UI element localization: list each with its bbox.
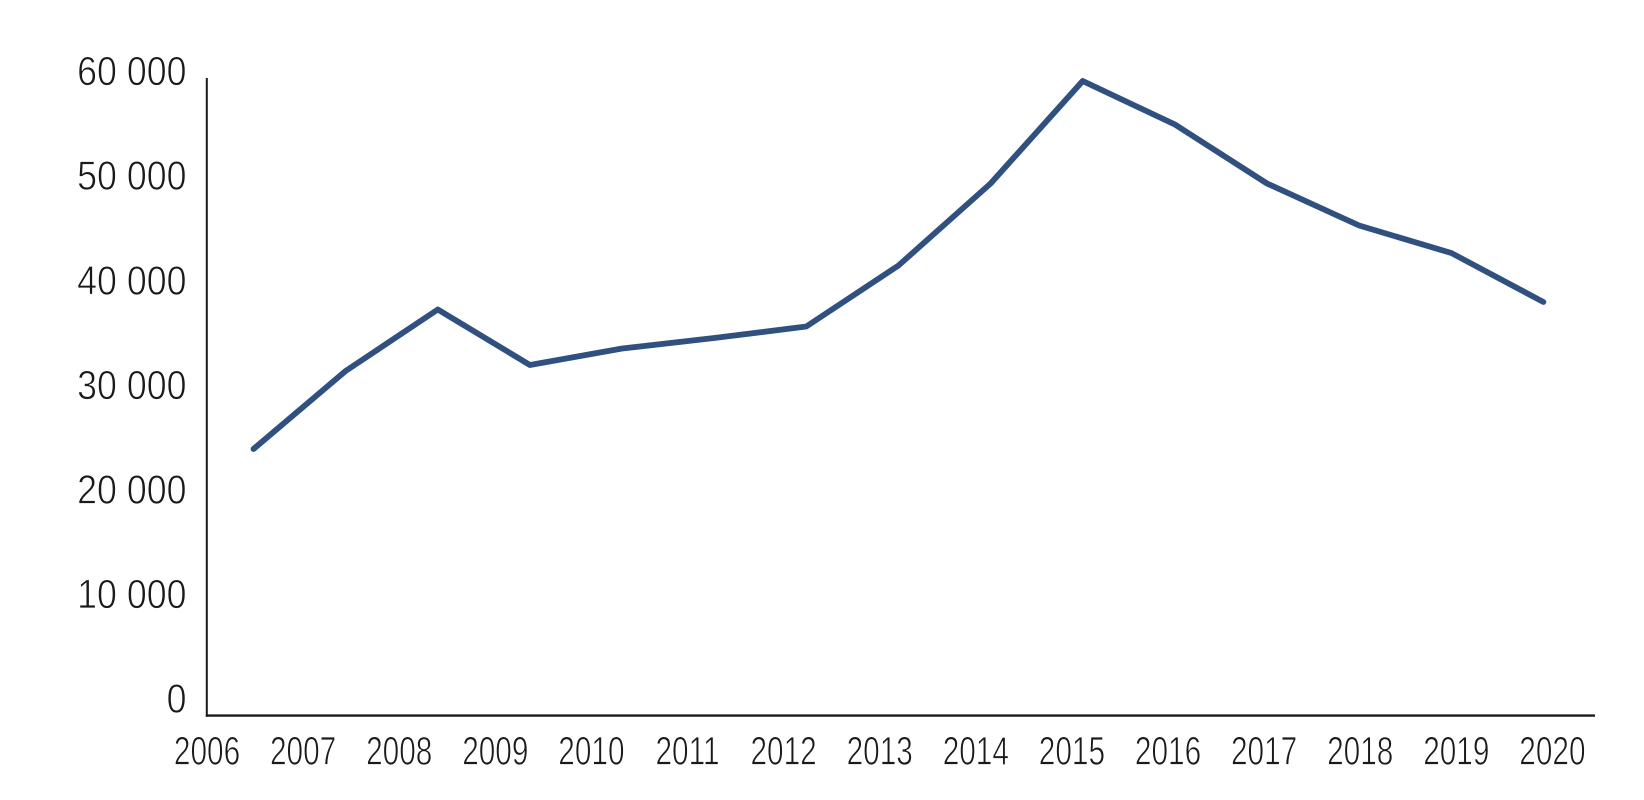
svg-text:40 000: 40 000	[77, 258, 186, 304]
svg-text:2018: 2018	[1327, 729, 1393, 773]
svg-text:2017: 2017	[1231, 729, 1297, 773]
svg-text:60 000: 60 000	[77, 49, 186, 95]
svg-text:2012: 2012	[750, 729, 816, 773]
svg-text:2019: 2019	[1423, 729, 1489, 773]
svg-text:2014: 2014	[943, 729, 1009, 773]
svg-text:2011: 2011	[655, 729, 719, 773]
svg-text:2016: 2016	[1135, 729, 1201, 773]
svg-text:10 000: 10 000	[77, 572, 186, 618]
svg-text:2020: 2020	[1519, 729, 1585, 773]
svg-text:50 000: 50 000	[77, 154, 186, 200]
svg-text:2007: 2007	[270, 729, 336, 773]
svg-text:20 000: 20 000	[77, 467, 186, 513]
svg-text:2009: 2009	[462, 729, 528, 773]
svg-text:0: 0	[167, 677, 187, 723]
svg-text:2010: 2010	[558, 729, 624, 773]
svg-text:2013: 2013	[847, 729, 913, 773]
svg-text:2006: 2006	[174, 729, 240, 773]
svg-text:2015: 2015	[1039, 729, 1105, 773]
svg-text:2008: 2008	[366, 729, 432, 773]
svg-text:30 000: 30 000	[77, 363, 186, 409]
